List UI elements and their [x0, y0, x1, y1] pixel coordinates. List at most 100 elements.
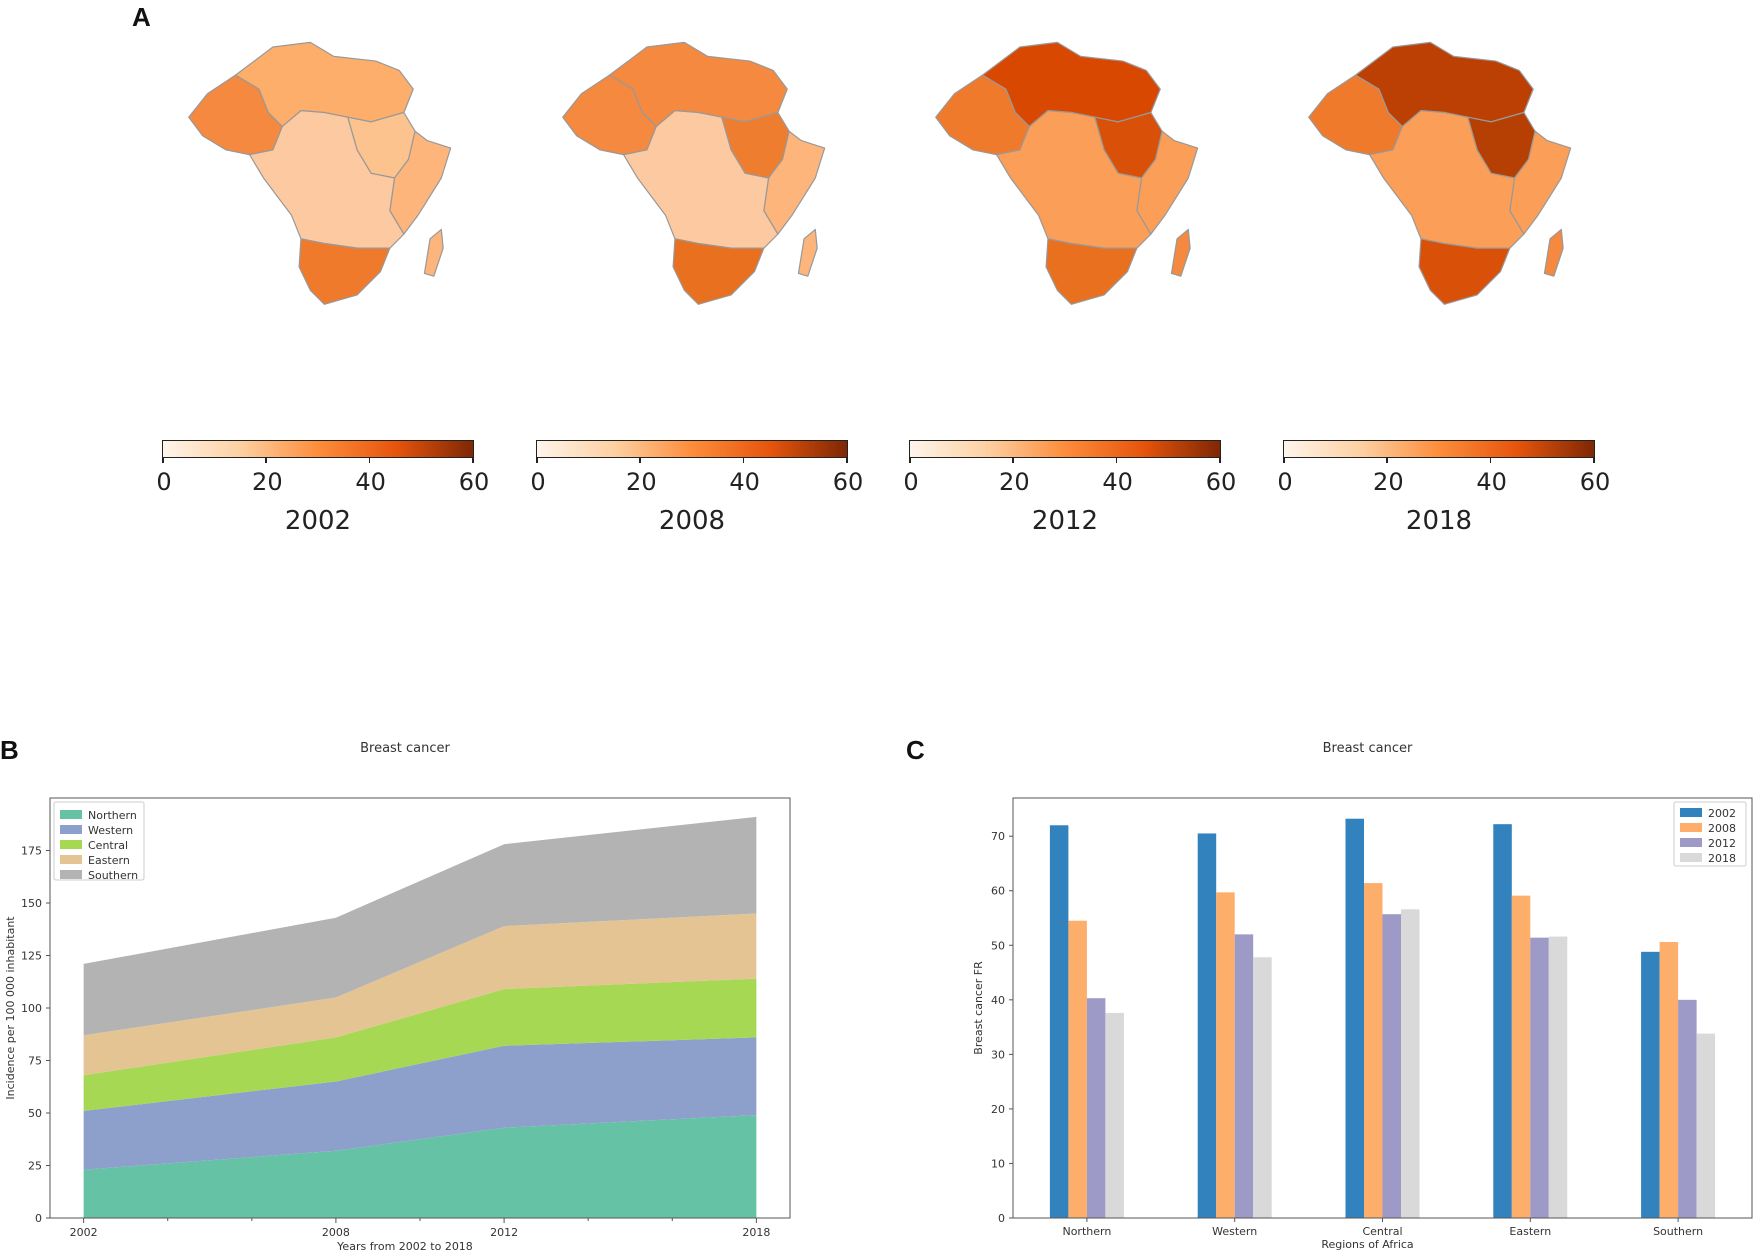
colorbar-2002: 0 20 40 60 2002 [156, 440, 489, 536]
colorbar-year-label: 2002 [284, 506, 352, 536]
legend-swatch [60, 825, 82, 834]
colorbar-tick [1593, 457, 1595, 463]
map-region-central [1368, 110, 1525, 249]
legend-label: 2012 [1708, 837, 1736, 850]
bar-western-2008 [1216, 892, 1235, 1218]
x-tick-label: 2002 [70, 1226, 98, 1239]
bar-central-2008 [1364, 883, 1383, 1218]
africa-map-2002 [170, 18, 460, 338]
colorbar-tick [909, 457, 911, 463]
colorbar-2008: 0 20 40 60 2008 [530, 440, 863, 536]
bar-eastern-2008 [1511, 895, 1531, 1218]
y-tick-label: 0 [35, 1212, 42, 1225]
colorbar-tick-label: 0 [1277, 468, 1293, 496]
x-axis-label: Regions of Africa [1321, 1238, 1413, 1251]
legend-swatch [60, 870, 82, 879]
y-tick-label: 100 [21, 1002, 42, 1015]
chart-c-legend: 2002 2008 2012 2018 [1673, 801, 1747, 867]
panel-label-c: C [906, 735, 925, 765]
y-tick-label: 75 [28, 1055, 42, 1068]
x-tick-label: 2008 [322, 1226, 350, 1239]
legend-swatch [1680, 838, 1702, 847]
legend-swatch [60, 855, 82, 864]
y-tick-label: 70 [991, 830, 1005, 843]
stacked-area-chart: Breast cancer 0 25 50 75 100 125 150 175 2002 2008… [4, 741, 791, 1253]
colorbar-gradient [1283, 440, 1595, 458]
y-tick-label: 50 [28, 1107, 42, 1120]
africa-map-2012 [917, 18, 1207, 338]
colorbar-tick [536, 457, 538, 463]
colorbar-tick-label: 40 [355, 468, 386, 496]
y-tick-label: 25 [28, 1160, 42, 1173]
bar-northern-2018 [1105, 1012, 1124, 1218]
y-tick-label: 175 [21, 845, 42, 858]
colorbar-tick-label: 20 [999, 468, 1030, 496]
legend-label: Northern [88, 809, 137, 822]
colorbar-tick-label: 40 [1102, 468, 1133, 496]
colorbar-year-label: 2018 [1405, 506, 1473, 536]
map-region-central [995, 110, 1152, 249]
map-region-madagascar [423, 228, 444, 277]
bar-northern-2002 [1049, 825, 1069, 1218]
colorbar-tick-label: 20 [626, 468, 657, 496]
bar-northern-2012 [1086, 998, 1106, 1218]
colorbar-year-label: 2008 [658, 506, 726, 536]
map-region-central [622, 110, 779, 249]
colorbar-tick [1115, 457, 1118, 463]
colorbar-gradient [909, 440, 1221, 458]
colorbar-tick [1489, 457, 1492, 463]
colorbar-tick-label: 60 [832, 468, 864, 496]
y-tick-label: 0 [998, 1212, 1005, 1225]
y-axis-label: Incidence per 100 000 inhabitant [4, 916, 17, 1100]
chart-b-legend: Northern Western Central Eastern Southern [53, 801, 145, 882]
legend-label: Eastern [88, 854, 130, 867]
legend-swatch [60, 810, 82, 819]
colorbar-tick [265, 457, 267, 463]
bar-eastern-2012 [1530, 937, 1549, 1218]
bar-southern-2002 [1641, 951, 1660, 1218]
x-tick-label: 2018 [742, 1226, 770, 1239]
map-region-south [298, 238, 391, 305]
colorbar-gradient [536, 440, 848, 458]
africa-map-2018 [1290, 18, 1580, 338]
bar-western-2002 [1197, 833, 1217, 1218]
colorbar-tick [1012, 457, 1014, 463]
area-eastern [83, 913, 757, 1076]
bar-central-2002 [1345, 818, 1364, 1218]
legend-label: Western [88, 824, 133, 837]
legend-label: 2002 [1708, 807, 1736, 820]
colorbar-tick-label: 40 [1476, 468, 1507, 496]
x-axis-label: Years from 2002 to 2018 [336, 1240, 473, 1253]
map-region-south [1045, 238, 1138, 305]
y-tick-label: 125 [21, 950, 42, 963]
colorbar-tick-label: 0 [156, 468, 172, 496]
bar-northern-2008 [1068, 920, 1087, 1218]
x-tick-label: Eastern [1509, 1225, 1551, 1238]
map-region-madagascar [1170, 228, 1191, 277]
bar-central-2012 [1382, 914, 1401, 1218]
colorbar-tick-label: 20 [252, 468, 283, 496]
x-tick-label: Western [1212, 1225, 1257, 1238]
panel-label-b: B [0, 735, 19, 765]
colorbar-tick [368, 457, 371, 463]
colorbar-tick-label: 40 [729, 468, 760, 496]
x-tick-label: 2012 [490, 1226, 518, 1239]
area-northern [83, 1115, 757, 1218]
chart-c-frame [1012, 797, 1753, 1219]
y-tick-label: 150 [21, 897, 42, 910]
colorbar-tick-label: 60 [458, 468, 490, 496]
colorbar-2012: 0 20 40 60 2012 [903, 440, 1236, 536]
legend-label: 2018 [1708, 852, 1736, 865]
colorbar-gradient [162, 440, 474, 458]
map-region-madagascar [1543, 228, 1564, 277]
area-southern [83, 816, 757, 1036]
colorbar-tick [639, 457, 641, 463]
x-tick-label: Northern [1062, 1225, 1111, 1238]
y-tick-label: 20 [991, 1103, 1005, 1116]
bar-western-2012 [1234, 934, 1254, 1218]
legend-swatch [1680, 853, 1702, 862]
colorbar-tick [742, 457, 745, 463]
legend-swatch [60, 840, 82, 849]
colorbar-tick-label: 20 [1373, 468, 1404, 496]
bar-southern-2008 [1659, 942, 1679, 1218]
